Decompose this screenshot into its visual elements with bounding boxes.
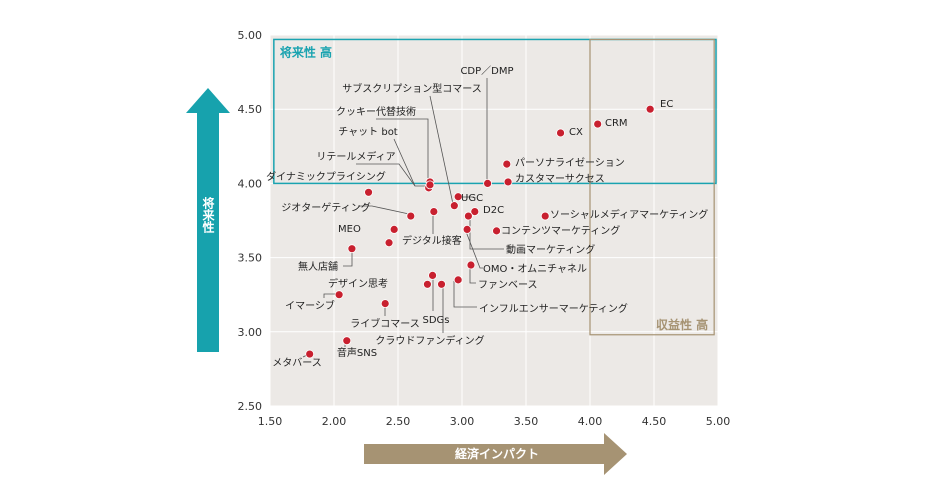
leader-line [356,163,416,187]
data-point-パーソナライゼーション [502,159,512,169]
point-label-リテールメディア: リテールメディア [316,150,395,163]
future-high-region [273,38,717,185]
x-tick-label: 5.00 [706,415,731,428]
point-label-パーソナライゼーション: パーソナライゼーション [515,157,625,169]
point-label-CDP-DMP: CDP／DMP [460,65,513,77]
point-label-チャット-bot: チャット bot [338,126,398,138]
x-tick-label: 1.50 [258,415,283,428]
data-point-CRM [593,119,603,129]
data-point-EC [645,104,655,114]
point-label-SDGs: SDGs [422,315,449,326]
point-label-D2C: D2C [483,205,504,216]
data-point-ファンベース [466,260,476,270]
point-label-無人店舗: 無人店舗 [298,260,338,273]
leader-line [469,214,504,250]
point-label-サブスクリプション型コマース: サブスクリプション型コマース [342,82,482,95]
y-tick-label: 2.50 [238,400,263,413]
leader-line [343,247,353,267]
data-point-MEO [389,225,399,234]
x-tick-label: 2.50 [386,415,411,428]
data-point-ライブコマース [380,299,390,309]
data-point-リテールメディア [425,180,435,190]
x-axis-label: 経済インパクト [455,446,539,461]
point-label-ファンベース: ファンベース [478,279,538,291]
x-axis-arrow [364,433,627,475]
leader-line [464,228,483,269]
leader-line [429,95,454,205]
data-point-デジタル接客 [384,238,394,248]
point-label-MEO: MEO [338,224,361,235]
point-label-ダイナミックプライシング: ダイナミックプライシング [266,170,386,183]
data-point-動画マーケティング [463,211,473,221]
point-label-OMO・オムニチャネル: OMO・オムニチャネル [483,263,587,275]
data-point-D2C [470,207,480,216]
y-tick-label: 4.50 [238,103,263,116]
data-point-インフルエンサーマーケティング [453,275,463,285]
data-point-ソーシャルメディアマーケティング [540,211,550,221]
data-point-ダイナミックプライシング [364,187,373,197]
future-high-label: 将来性 高 [280,44,332,59]
profit-high-label: 収益性 高 [656,317,708,332]
data-point-クラウドファンディング [437,279,446,289]
data-point-メタバース [305,349,315,359]
point-label-イマーシブ: イマーシブ [285,299,335,312]
data-point-OMO・オムニチャネル [462,225,472,234]
x-tick-label: 4.50 [642,415,667,428]
y-axis-arrow [186,88,230,352]
point-label-CRM: CRM [605,118,628,129]
data-point-サブスクリプション型コマース [449,201,459,211]
leader-line [358,205,410,215]
leader-line [453,281,477,308]
point-label-メタバース: メタバース [272,357,322,369]
x-tick-label: 3.00 [450,415,475,428]
point-label-クッキー代替技術: クッキー代替技術 [336,105,416,118]
x-tick-label: 3.50 [514,415,539,428]
data-point-イマーシブ [334,290,344,300]
point-label-デザイン思考: デザイン思考 [328,277,388,290]
y-tick-label: 3.00 [238,326,263,339]
y-axis-label: 将来性 [201,196,215,234]
point-label-動画マーケティング: 動画マーケティング [506,243,595,256]
point-label-クラウドファンディング: クラウドファンディング [375,334,484,347]
point-label-デジタル接客: デジタル接客 [402,234,462,247]
data-point-UGC [453,192,463,202]
point-label-EC: EC [660,99,673,110]
data-point-デザイン思考 [423,279,432,289]
leader-line [376,118,429,180]
point-label-CX: CX [569,127,583,138]
data-point-コンテンツマーケティング [492,226,501,236]
data-point-CDP-DMP [483,178,493,188]
profit-high-region [589,38,715,336]
data-point-SDGs [428,271,437,280]
y-tick-label: 5.00 [238,29,263,42]
y-tick-label: 3.50 [238,252,263,265]
point-label-カスタマーサクセス: カスタマーサクセス [515,173,605,185]
point-label-音声SNS: 音声SNS [337,346,377,359]
y-tick-label: 4.00 [238,177,263,190]
data-point-カスタマーサクセス [503,177,513,187]
data-point-無人店舗 [347,244,357,254]
data-point-CX [556,128,565,138]
x-tick-label: 2.00 [322,415,347,428]
data-point-音声SNS [342,336,352,346]
leader-line [323,293,337,298]
point-label-インフルエンサーマーケティング: インフルエンサーマーケティング [479,302,628,315]
data-point [429,207,439,216]
x-tick-label: 4.00 [578,415,603,428]
point-label-ソーシャルメディアマーケティング: ソーシャルメディアマーケティング [550,208,708,221]
point-label-UGC: UGC [461,193,483,204]
leader-line [469,264,476,284]
point-label-ジオターゲティング: ジオターゲティング [281,201,370,214]
point-label-ライブコマース: ライブコマース [350,317,420,330]
data-point-ジオターゲティング [406,211,416,221]
point-label-コンテンツマーケティング: コンテンツマーケティング [501,224,620,237]
